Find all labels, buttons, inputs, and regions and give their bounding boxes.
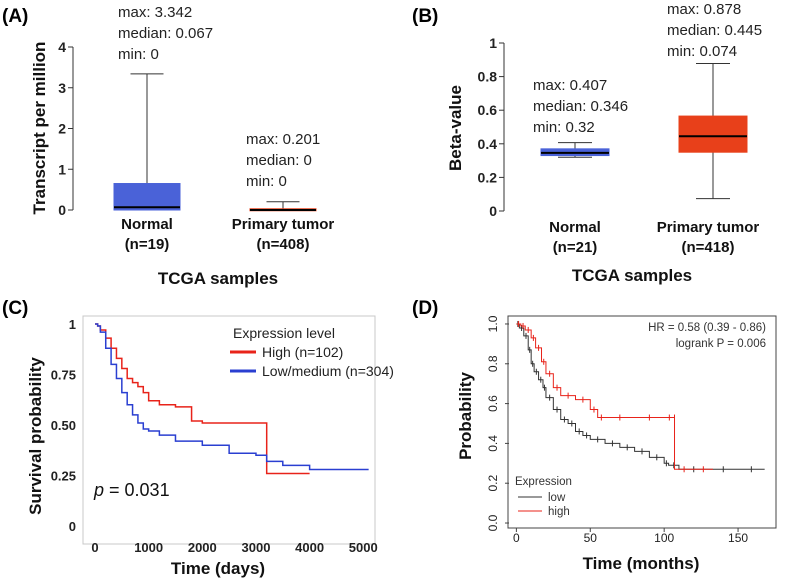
panel-a-xlabel: TCGA samples bbox=[158, 269, 278, 288]
panel-a-cat-normal-n: (n=19) bbox=[125, 236, 170, 253]
panel-c-xtick: 1000 bbox=[134, 540, 163, 555]
panel-d-ytick: 0.0 bbox=[486, 514, 500, 531]
panel-c-label: (C) bbox=[2, 298, 28, 319]
panel-b-ytick: 0.8 bbox=[478, 69, 498, 85]
panel-b-yticks: 0 0.2 0.4 0.6 0.8 1 bbox=[478, 35, 505, 219]
panel-a-box0-annotation: min: 0 bbox=[118, 46, 159, 63]
panel-b-ytick: 0.2 bbox=[478, 169, 498, 185]
panel-d-legend-title: Expression bbox=[515, 476, 572, 488]
panel-c-legend-title: Expression level bbox=[233, 325, 335, 341]
panel-d-xtick: 100 bbox=[654, 531, 674, 545]
panel-c-ytick: 0.25 bbox=[51, 469, 76, 484]
panel-c-xtick: 4000 bbox=[295, 540, 324, 555]
panel-a-ytick: 4 bbox=[58, 39, 66, 55]
panel-c: (C) Survival probability 0 0.25 0.50 0.7… bbox=[2, 298, 394, 578]
panel-d-xtick: 0 bbox=[513, 531, 520, 545]
panel-b-ytick: 1 bbox=[489, 35, 497, 51]
panel-b-cat-normal-n: (n=21) bbox=[553, 239, 598, 256]
panel-d-ytick: 0.2 bbox=[486, 475, 500, 492]
panel-d-logrank: logrank P = 0.006 bbox=[676, 338, 766, 350]
c-curve-lowmedium bbox=[95, 323, 369, 471]
panel-c-xtick: 3000 bbox=[242, 540, 271, 555]
panel-b: (B) Beta-value 0 0.2 0.4 0.6 0.8 1 max: … bbox=[412, 1, 762, 285]
panel-a-cat-tumor-n: (n=408) bbox=[257, 236, 310, 253]
panel-c-xtick: 0 bbox=[91, 540, 98, 555]
panel-a-cat-normal: Normal bbox=[121, 216, 173, 233]
panel-b-label: (B) bbox=[412, 6, 438, 27]
panel-d-xtick: 50 bbox=[584, 531, 598, 545]
panel-b-xlabel: TCGA samples bbox=[572, 266, 692, 285]
panel-a-label: (A) bbox=[2, 6, 28, 27]
panel-d-series bbox=[505, 320, 765, 532]
panel-c-plot-area bbox=[82, 315, 376, 545]
panel-a-ytick: 1 bbox=[58, 161, 66, 177]
a-box-rect bbox=[113, 183, 181, 211]
panel-a-ytick: 0 bbox=[58, 202, 66, 218]
panel-d-ylabel: Probability bbox=[456, 372, 475, 460]
panel-d-xlabel: Time (months) bbox=[583, 554, 700, 573]
panel-b-box1-annotation: min: 0.074 bbox=[667, 43, 737, 60]
panel-b-cat-normal: Normal bbox=[549, 219, 601, 236]
panel-c-pvalue-text: = 0.031 bbox=[104, 480, 170, 500]
panel-c-pvalue: p = 0.031 bbox=[93, 480, 170, 500]
panel-a-box0-annotation: median: 0.067 bbox=[118, 25, 213, 42]
panel-d-xtick: 150 bbox=[728, 531, 748, 545]
panel-c-xlabel: Time (days) bbox=[171, 559, 265, 578]
panel-a: (A) Transcript per million 0 1 2 3 4 max… bbox=[2, 4, 334, 288]
panel-a-box-normal bbox=[113, 73, 181, 211]
panel-a-ytick: 3 bbox=[58, 80, 66, 96]
panel-a-ytick: 2 bbox=[58, 121, 66, 137]
panel-c-legend-low: Low/medium (n=304) bbox=[262, 363, 394, 379]
panel-d-label: (D) bbox=[412, 298, 438, 319]
panel-c-xtick: 2000 bbox=[188, 540, 217, 555]
panel-b-cat-tumor-n: (n=418) bbox=[682, 239, 735, 256]
panel-b-ytick: 0.4 bbox=[478, 136, 498, 152]
panel-a-box1-annotation: min: 0 bbox=[246, 173, 287, 190]
panel-b-box1-annotation: median: 0.445 bbox=[667, 22, 762, 39]
panel-c-ylabel: Survival probability bbox=[26, 357, 45, 515]
panel-c-ytick: 1 bbox=[69, 317, 76, 332]
panel-c-yticks: 0 0.25 0.50 0.75 1 bbox=[51, 317, 76, 534]
panel-a-ylabel: Transcript per million bbox=[30, 42, 49, 215]
panel-b-box-normal bbox=[540, 142, 610, 158]
panel-a-box1-annotation: max: 0.201 bbox=[246, 131, 320, 148]
panel-b-box-tumor bbox=[678, 62, 748, 200]
panel-a-box0-annotation: max: 3.342 bbox=[118, 4, 192, 21]
panel-d-ytick: 1.0 bbox=[486, 315, 500, 332]
panel-b-ytick: 0.6 bbox=[478, 102, 498, 118]
panel-c-xticks: 0 1000 2000 3000 4000 5000 bbox=[91, 540, 377, 555]
panel-b-box0-annotation: median: 0.346 bbox=[533, 98, 628, 115]
panel-a-box-tumor bbox=[249, 201, 317, 212]
panel-c-xtick: 5000 bbox=[349, 540, 378, 555]
panel-b-ylabel: Beta-value bbox=[446, 85, 465, 171]
panel-b-box0-annotation: min: 0.32 bbox=[533, 119, 595, 136]
panel-d-yticks: 0.0 0.2 0.4 0.6 0.8 1.0 bbox=[486, 315, 500, 531]
panel-d-legend-high: high bbox=[548, 506, 570, 518]
panel-d-ytick: 0.6 bbox=[486, 395, 500, 412]
panel-d-xticks: 0 50 100 150 bbox=[513, 531, 748, 545]
panel-a-box1-annotation: median: 0 bbox=[246, 152, 312, 169]
panel-d-legend-low: low bbox=[548, 492, 566, 504]
panel-b-ytick: 0 bbox=[489, 203, 497, 219]
panel-c-ytick: 0 bbox=[69, 519, 76, 534]
panel-c-ytick: 0.75 bbox=[51, 368, 76, 383]
panel-d-hr: HR = 0.58 (0.39 - 0.86) bbox=[648, 322, 766, 334]
panel-c-series bbox=[95, 323, 369, 475]
panel-b-box0-annotation: max: 0.407 bbox=[533, 77, 607, 94]
panel-b-box1-annotation: max: 0.878 bbox=[667, 1, 741, 18]
b-box-rect bbox=[678, 115, 748, 153]
panel-d-ytick: 0.4 bbox=[486, 435, 500, 452]
panel-a-yticks: 0 1 2 3 4 bbox=[58, 39, 74, 218]
panel-c-legend-high: High (n=102) bbox=[262, 344, 343, 360]
panel-b-cat-tumor: Primary tumor bbox=[657, 219, 760, 236]
panel-d-ytick: 0.8 bbox=[486, 355, 500, 372]
panel-d: (D) Probability 0.0 0.2 0.4 0.6 0.8 1.0 … bbox=[412, 298, 777, 573]
panel-d-plot-area bbox=[507, 315, 777, 529]
panel-c-pvalue-symbol: p bbox=[93, 480, 104, 500]
panel-c-ytick: 0.50 bbox=[51, 418, 76, 433]
panel-a-cat-tumor: Primary tumor bbox=[232, 216, 335, 233]
